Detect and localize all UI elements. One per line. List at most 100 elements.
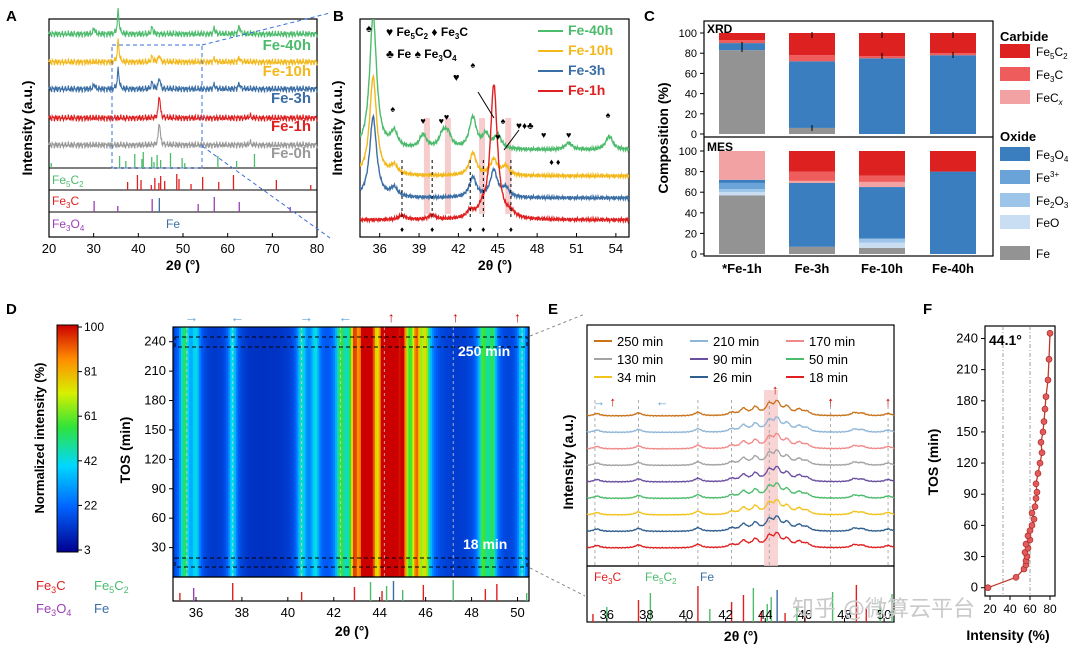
- panel-f-y-tick-label: 210: [956, 362, 978, 377]
- panel-c-bar-segment: [859, 187, 905, 239]
- panel-d-heat-column: [424, 327, 427, 577]
- panel-f-y-ticks: 0 30 60 90 120 150 180 210 240: [956, 330, 985, 595]
- panel-b-peak-marker: ♥: [444, 112, 449, 122]
- panel-e-trace-3: [586, 448, 895, 467]
- panel-d-heat-column: [523, 327, 526, 577]
- panel-d-heat-column: [378, 327, 382, 577]
- panel-e-legend-label: 18 min: [809, 370, 848, 385]
- panel-b-frame: [359, 18, 630, 238]
- panel-d-heat-column: [240, 327, 243, 577]
- panel-a-trace-3: [48, 96, 318, 123]
- panel-b-x-tick-label: 39: [412, 241, 426, 256]
- panel-e-x-tick-label: 46: [798, 607, 812, 622]
- panel-d-x-label: 2θ (°): [335, 623, 369, 639]
- panel-d-heat-column: [204, 327, 208, 577]
- panel-b-x-tick-label: 36: [372, 241, 386, 256]
- panel-a-ref-fe3o4: Fe3O4: [52, 217, 85, 233]
- panel-a-x-label: 2θ (°): [166, 257, 200, 273]
- panel-d-heat-column: [356, 327, 360, 577]
- panel-d-heat-column: [499, 327, 502, 577]
- panel-e-x-tick-label: 40: [679, 607, 693, 622]
- panel-c-legend-swatch: [1000, 215, 1030, 229]
- panel-b-legend-fe3h: Fe-3h: [568, 62, 605, 78]
- panel-d-select-bottom: [174, 557, 528, 568]
- panel-d-heat-column: [445, 327, 449, 577]
- panel-d-heat-column: [426, 327, 429, 577]
- panel-c-bar-segment: [930, 33, 976, 54]
- panel-e-arrow: ←: [656, 394, 669, 409]
- panel-e-x-tick-label: 36: [600, 607, 614, 622]
- panel-c-mes-label: MES: [707, 140, 733, 154]
- panel-c-bar-segment: [859, 151, 905, 176]
- panel-d-heat-column: [256, 327, 259, 577]
- panel-b-trace-2: [360, 113, 629, 203]
- panel-d-heat-column: [469, 327, 473, 577]
- panel-d-heat-column: [459, 327, 463, 577]
- panel-d-heat-column: [273, 327, 277, 577]
- panel-d-heat-column: [267, 327, 271, 577]
- panel-d-heat-column: [258, 327, 261, 577]
- panel-a-x-ticks: 20 30 40 50 60 70 80: [42, 233, 324, 256]
- panel-d-heat-column: [305, 327, 309, 577]
- panel-c-bar-segment: [719, 195, 765, 254]
- panel-b: B ♦ ♦ ♦ ♦ ♦ ♠♥ ♥ ♥♠♥ ♥ ♥♠♦ ♦♠ Fe-40h Fe-10h Fe-3h…: [329, 8, 630, 273]
- panel-b-marker-legend-1: ♥ Fe5C2 ♦ Fe3C: [386, 25, 468, 41]
- panel-d-y-tick-label: 60: [152, 510, 166, 525]
- watermark: 知乎 @微算云平台: [792, 597, 975, 622]
- panel-b-dash-marker: ♦: [509, 225, 513, 234]
- panel-d-y-tick-label: 210: [144, 363, 166, 378]
- panel-f-point: [1012, 574, 1020, 581]
- panel-a-series-label-fe3h: Fe-3h: [271, 90, 311, 107]
- panel-c-y-tick-label: 100: [679, 28, 697, 40]
- panel-d-ref-fe: Fe: [94, 601, 109, 616]
- panel-d-heat-column: [295, 327, 299, 577]
- panel-f-point: [1040, 418, 1048, 425]
- panel-c-legend-swatch: [1000, 246, 1030, 260]
- panel-d-heat-column: [260, 327, 263, 577]
- panel-d-heat-column: [475, 327, 479, 577]
- panel-d-heat-column: [339, 327, 342, 577]
- panel-a-x-tick-label: 40: [131, 241, 145, 256]
- panel-d-heat-column: [283, 327, 287, 577]
- panel-c-legend-label: Fe3C: [1036, 68, 1063, 84]
- panel-c-bar-segment: [859, 181, 905, 188]
- panel-d-x-tick-label: 38: [235, 605, 249, 620]
- panel-e-arrow: ↑: [609, 394, 616, 409]
- panel-d-heat-column: [455, 327, 459, 577]
- panel-c-y-tick-label: 40: [685, 208, 697, 220]
- panel-d-heat-column: [351, 327, 354, 577]
- panel-f-x-tick-label: 40: [1003, 602, 1017, 616]
- panel-d-heat-column: [265, 327, 269, 577]
- panel-d-heat-column: [380, 327, 384, 577]
- panel-e-legend-label: 26 min: [713, 370, 752, 385]
- panel-f-x-tick-label: 80: [1043, 602, 1057, 616]
- panel-d-heat-column: [463, 327, 467, 577]
- panel-d-heat-column: [269, 327, 273, 577]
- panel-d-heat-column: [337, 327, 340, 577]
- panel-f-frame: [984, 325, 1056, 597]
- panel-f-point: [1041, 405, 1049, 413]
- panel-d-heat-column: [525, 327, 528, 577]
- panel-d-heat-column: [341, 327, 344, 577]
- panel-d-heat-column: [412, 327, 415, 577]
- panel-d-x-tick-label: 40: [281, 605, 295, 620]
- panel-d-heat-column: [230, 327, 233, 577]
- panel-d-heat-column: [489, 327, 493, 577]
- panel-f-x-label: Intensity (%): [966, 627, 1049, 643]
- panel-c-bar-segment: [930, 151, 976, 172]
- panel-c-bar-segment: [789, 180, 835, 183]
- panel-d-heat-column: [325, 327, 328, 577]
- panel-a: A Fe-40h Fe-10h Fe-3h Fe-1h Fe-0h Fe5C2 …: [6, 8, 331, 273]
- panel-b-x-tick-label: 45: [491, 241, 505, 256]
- panel-c-legend-swatch: [1000, 67, 1030, 81]
- panel-d-zoom-line-bottom: [529, 567, 586, 597]
- panel-c-y-tick-label: 0: [691, 249, 697, 261]
- panel-d-y-tick-label: 90: [152, 481, 166, 496]
- panel-d-heat-column: [374, 327, 378, 577]
- panel-e-trace-0: [586, 399, 895, 418]
- panel-e-x-label: 2θ (°): [724, 628, 758, 644]
- panel-e-dashed-guides: [594, 400, 889, 566]
- panel-d-heat-column: [202, 327, 206, 577]
